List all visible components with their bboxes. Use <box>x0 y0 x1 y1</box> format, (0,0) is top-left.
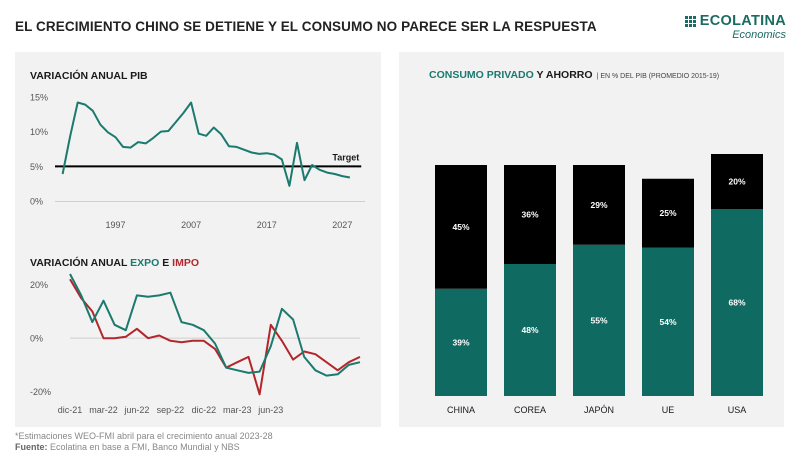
label-ahorro-china: 45% <box>452 222 469 232</box>
trade-x-tick-label: dic-21 <box>58 405 83 415</box>
trade-title-impo: IMPO <box>172 257 199 269</box>
right-panel: CONSUMO PRIVADO Y AHORRO | EN % DEL PIB (… <box>399 52 784 427</box>
trade-title-expo: EXPO <box>130 257 159 269</box>
trade-x-tick-label: jun-23 <box>257 405 283 415</box>
category-label-china: CHINA <box>447 405 475 415</box>
trade-x-tick-label: sep-22 <box>157 405 185 415</box>
category-label-corea: COREA <box>514 405 546 415</box>
pib-y-tick-label: 5% <box>30 162 43 172</box>
consumption-chart-title: CONSUMO PRIVADO Y AHORRO | EN % DEL PIB (… <box>429 69 719 81</box>
label-consumo-ue: 54% <box>659 317 676 327</box>
pib-x-tick-label: 2027 <box>332 220 352 230</box>
label-ahorro-corea: 36% <box>521 210 538 220</box>
source-text: Ecolatina en base a FMI, Banco Mundial y… <box>50 442 240 452</box>
trade-x-tick-label: jun-22 <box>123 405 149 415</box>
ecolatina-logo-icon <box>684 15 696 27</box>
left-panel: VARIACIÓN ANUAL PIB 0% 5% 10% 15% 1997 2007 20… <box>15 52 381 427</box>
bar-consumo-ue <box>642 247 694 396</box>
category-label-japón: JAPÓN <box>584 405 614 415</box>
brand-name-text: ECOLATINA <box>699 13 786 29</box>
trade-x-tick-label: mar-23 <box>223 405 252 415</box>
title-consumo: CONSUMO PRIVADO <box>429 69 534 81</box>
label-consumo-corea: 48% <box>521 325 538 335</box>
page-title: EL CRECIMIENTO CHINO SE DETIENE Y EL CON… <box>15 19 597 34</box>
label-consumo-japón: 55% <box>590 315 607 325</box>
trade-title-part1: VARIACIÓN ANUAL <box>30 256 130 269</box>
consumption-chart-plot: 39% 45% CHINA 48% 36% COREA 55% 29% JAPÓN 54% 25% U… <box>435 154 763 415</box>
category-label-usa: USA <box>728 405 747 415</box>
label-ahorro-usa: 20% <box>728 177 745 187</box>
trade-y-tick-label: 0% <box>30 334 43 344</box>
brand-subtitle: Economics <box>732 29 786 41</box>
trade-y-tick-label: 20% <box>30 280 48 290</box>
pib-chart-axes: 0% 5% 10% 15% 1997 2007 2017 2027 <box>30 92 365 230</box>
title-subtitle: | EN % DEL PIB (PROMEDIO 2015-19) <box>597 73 720 80</box>
trade-x-tick-label: mar-22 <box>89 405 118 415</box>
trade-title-and: E <box>159 257 172 269</box>
consumption-chart: CONSUMO PRIVADO Y AHORRO | EN % DEL PIB (… <box>429 69 763 415</box>
label-consumo-usa: 68% <box>728 298 745 308</box>
pib-y-tick-label: 10% <box>30 127 48 137</box>
trade-chart-axes: 20% 0% -20% dic-21 mar-22 jun-22 sep-22 dic-22 m… <box>30 280 360 415</box>
bar-ahorro-corea <box>504 165 556 264</box>
bar-ahorro-japón <box>573 165 625 245</box>
pib-chart-plot: Target <box>55 101 362 187</box>
bar-ahorro-usa <box>711 154 763 209</box>
label-consumo-china: 39% <box>452 337 469 347</box>
bar-consumo-china <box>435 288 487 396</box>
bar-consumo-japón <box>573 244 625 396</box>
pib-x-tick-label: 1997 <box>105 220 125 230</box>
bar-ahorro-china <box>435 165 487 289</box>
trade-chart-title: VARIACIÓN ANUAL EXPO E IMPO <box>30 256 199 269</box>
left-panel-charts: VARIACIÓN ANUAL PIB 0% 5% 10% 15% 1997 2007 20… <box>30 69 365 415</box>
source-label: Fuente: <box>15 442 48 452</box>
pib-y-tick-label: 15% <box>30 92 48 102</box>
brand-name: ECOLATINA <box>684 13 786 29</box>
trade-y-tick-label: -20% <box>30 387 51 397</box>
bar-consumo-corea <box>504 264 556 396</box>
title-ahorro: AHORRO <box>546 69 593 81</box>
title-and: Y <box>534 69 546 81</box>
bar-ahorro-ue <box>642 178 694 248</box>
footnote: *Estimaciones WEO-FMI abril para el crec… <box>15 431 273 441</box>
brand-logo-block: ECOLATINA Economics <box>684 13 786 41</box>
trade-expo-line <box>69 273 361 377</box>
trade-x-tick-label: dic-22 <box>192 405 217 415</box>
pib-x-tick-label: 2007 <box>181 220 201 230</box>
pib-series-line <box>61 101 351 187</box>
label-ahorro-japón: 29% <box>590 200 607 210</box>
label-ahorro-ue: 25% <box>659 208 676 218</box>
source-note: Fuente: Ecolatina en base a FMI, Banco M… <box>15 442 240 452</box>
bar-consumo-usa <box>711 209 763 396</box>
pib-y-tick-label: 0% <box>30 197 43 207</box>
trade-chart-plot <box>69 273 361 396</box>
pib-chart-title: VARIACIÓN ANUAL PIB <box>30 69 148 82</box>
pib-x-tick-label: 2017 <box>257 220 277 230</box>
pib-target-label: Target <box>332 152 359 162</box>
category-label-ue: UE <box>662 405 675 415</box>
trade-impo-line <box>69 278 361 396</box>
